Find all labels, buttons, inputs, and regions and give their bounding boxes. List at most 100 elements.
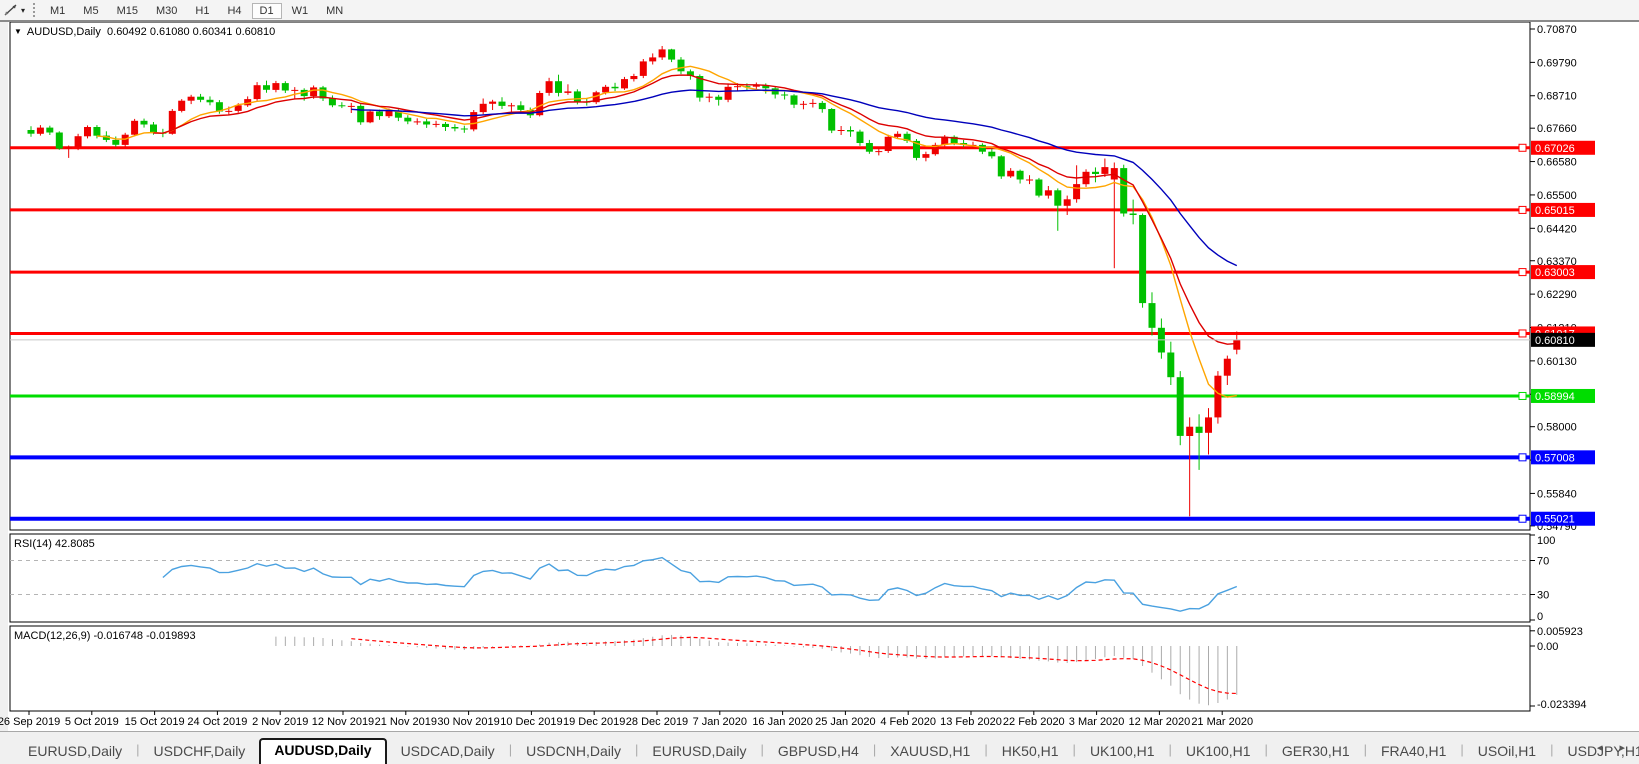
price-tick-label: 0.60130	[1537, 356, 1577, 368]
candle	[357, 106, 364, 122]
candle	[1139, 215, 1146, 303]
candle	[442, 124, 449, 127]
pane-splitter-macd[interactable]	[10, 623, 1530, 625]
symbol-dropdown-icon[interactable]: ▼	[14, 27, 22, 36]
chart-tab-ger30-h1[interactable]: GER30,H1	[1268, 740, 1364, 764]
candle	[734, 86, 741, 87]
timeframe-button-w1[interactable]: W1	[284, 3, 317, 19]
timeframe-button-h1[interactable]: H1	[187, 3, 217, 19]
candle	[141, 121, 148, 125]
window-left-gutter	[0, 22, 8, 731]
line-handle[interactable]	[1519, 515, 1526, 522]
date-tick-label: 24 Oct 2019	[187, 716, 247, 728]
price-badge-label: 0.67026	[1535, 143, 1575, 155]
candle	[480, 104, 487, 112]
chart-tab-usdcnh-daily[interactable]: USDCNH,Daily	[512, 740, 635, 764]
candle	[329, 99, 336, 106]
chart-tab-eurusd-daily[interactable]: EURUSD,Daily	[14, 740, 136, 764]
candle	[56, 133, 63, 149]
candle	[272, 83, 279, 90]
candle	[65, 147, 72, 149]
chart-tab-uk100-h1[interactable]: UK100,H1	[1076, 740, 1169, 764]
chart-tab-fra40-h1[interactable]: FRA40,H1	[1367, 740, 1460, 764]
candle	[1073, 184, 1080, 199]
candle	[1035, 180, 1042, 196]
candle	[885, 137, 892, 151]
candle	[263, 85, 270, 90]
timeframe-button-mn[interactable]: MN	[318, 3, 351, 19]
candle	[894, 134, 901, 137]
candle	[1120, 168, 1127, 213]
chart-tab-usdcad-daily[interactable]: USDCAD,Daily	[387, 740, 509, 764]
candle	[517, 105, 524, 110]
date-tick-label: 2 Nov 2019	[252, 716, 308, 728]
price-badge-label: 0.63003	[1535, 267, 1575, 279]
timeframe-button-h4[interactable]: H4	[219, 3, 249, 19]
candle	[423, 121, 430, 124]
candle	[819, 103, 826, 109]
timeframe-button-m15[interactable]: M15	[109, 3, 146, 19]
chart-tab-audusd-daily[interactable]: AUDUSD,Daily	[259, 738, 386, 764]
candle	[1167, 353, 1174, 378]
macd-label: MACD(12,26,9) -0.016748 -0.019893	[14, 630, 196, 642]
chart-tab-usoil-h1[interactable]: USOil,H1	[1464, 740, 1550, 764]
timeframe-button-m5[interactable]: M5	[75, 3, 106, 19]
chevron-down-icon[interactable]: ▾	[21, 6, 25, 15]
chart-tab-gbpusd-h4[interactable]: GBPUSD,H4	[764, 740, 873, 764]
candle	[461, 129, 468, 130]
chart-tab-usdchf-daily[interactable]: USDCHF,Daily	[140, 740, 260, 764]
candle	[800, 104, 807, 105]
date-tick-label: 10 Dec 2019	[500, 716, 562, 728]
candle	[84, 127, 91, 136]
line-handle[interactable]	[1519, 269, 1526, 276]
candle	[28, 130, 35, 134]
date-tick-label: 15 Oct 2019	[125, 716, 185, 728]
candle	[150, 125, 157, 133]
candle	[828, 109, 835, 131]
date-tick-label: 3 Mar 2020	[1069, 716, 1125, 728]
timeframe-button-m30[interactable]: M30	[148, 3, 185, 19]
tab-scroll-left-icon[interactable]: ◂	[1597, 742, 1603, 754]
toolbar-grip[interactable]	[33, 3, 35, 17]
date-tick-label: 16 Jan 2020	[752, 716, 813, 728]
candle	[46, 128, 53, 133]
candle	[1186, 427, 1193, 436]
timeframe-button-d1[interactable]: D1	[252, 3, 282, 19]
chart-tab-eurusd-daily[interactable]: EURUSD,Daily	[638, 740, 760, 764]
candle	[857, 132, 864, 143]
candle	[555, 81, 562, 93]
price-tick-label: 0.55840	[1537, 488, 1577, 500]
price-badge-label: 0.65015	[1535, 205, 1575, 217]
candle	[1149, 303, 1156, 328]
chart-tab-xauusd-h1[interactable]: XAUUSD,H1	[876, 740, 984, 764]
pane-splitter-rsi[interactable]	[10, 531, 1530, 533]
date-tick-label: 4 Feb 2020	[880, 716, 936, 728]
chart-tab-uk100-h1[interactable]: UK100,H1	[1172, 740, 1265, 764]
rsi-tick-label: 100	[1537, 535, 1555, 547]
candle	[1177, 377, 1184, 436]
line-studies-icon[interactable]	[3, 3, 19, 17]
candle	[1092, 172, 1099, 174]
date-tick-label: 12 Mar 2020	[1129, 716, 1191, 728]
candle	[659, 49, 666, 57]
candle	[348, 106, 355, 107]
line-handle[interactable]	[1519, 144, 1526, 151]
candle	[838, 130, 845, 131]
candle	[1054, 190, 1061, 205]
candle	[678, 60, 685, 72]
price-tick-label: 0.67660	[1537, 123, 1577, 135]
candle	[988, 152, 995, 157]
chart-tab-hk50-h1[interactable]: HK50,H1	[988, 740, 1073, 764]
line-handle[interactable]	[1519, 392, 1526, 399]
candle	[621, 79, 628, 88]
candle	[1007, 171, 1014, 177]
timeframe-button-m1[interactable]: M1	[42, 3, 73, 19]
candle	[470, 112, 477, 129]
line-handle[interactable]	[1519, 454, 1526, 461]
candle	[254, 85, 261, 99]
tab-scroll-right-icon[interactable]: ▸	[1619, 742, 1625, 754]
line-handle[interactable]	[1519, 330, 1526, 337]
line-handle[interactable]	[1519, 206, 1526, 213]
